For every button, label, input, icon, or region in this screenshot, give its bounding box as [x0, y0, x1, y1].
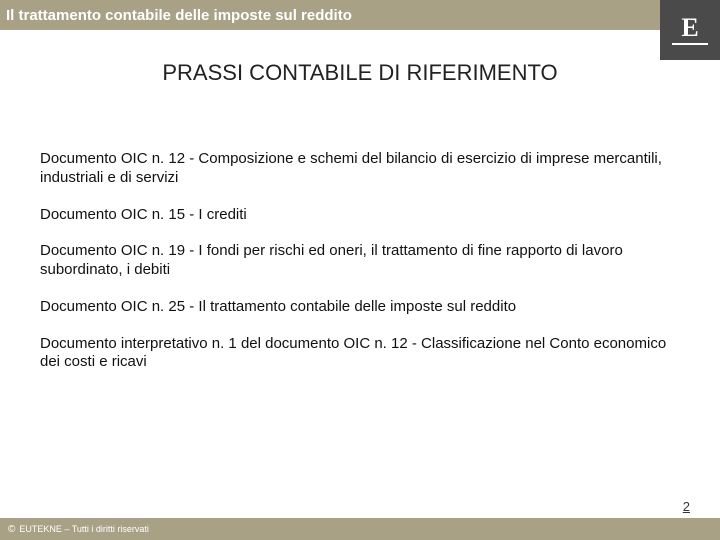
copyright-icon: ©: [8, 524, 15, 535]
logo-letter: E: [681, 15, 698, 41]
body-content: Documento OIC n. 12 - Composizione e sch…: [40, 150, 680, 390]
main-title: PRASSI CONTABILE DI RIFERIMENTO: [0, 60, 720, 86]
header-title: Il trattamento contabile delle imposte s…: [0, 7, 352, 24]
paragraph: Documento OIC n. 19 - I fondi per rischi…: [40, 242, 680, 280]
paragraph: Documento OIC n. 15 - I crediti: [40, 206, 680, 225]
logo-divider: [672, 43, 708, 45]
paragraph: Documento OIC n. 25 - Il trattamento con…: [40, 298, 680, 317]
footer-bar: © EUTEKNE – Tutti i diritti riservati: [0, 518, 720, 540]
header-bar: Il trattamento contabile delle imposte s…: [0, 0, 720, 30]
logo: E: [660, 0, 720, 60]
footer-label: EUTEKNE – Tutti i diritti riservati: [19, 524, 149, 534]
paragraph: Documento OIC n. 12 - Composizione e sch…: [40, 150, 680, 188]
footer-text: © EUTEKNE – Tutti i diritti riservati: [0, 524, 149, 535]
page-number: 2: [683, 499, 690, 514]
paragraph: Documento interpretativo n. 1 del docume…: [40, 335, 680, 373]
slide: Il trattamento contabile delle imposte s…: [0, 0, 720, 540]
